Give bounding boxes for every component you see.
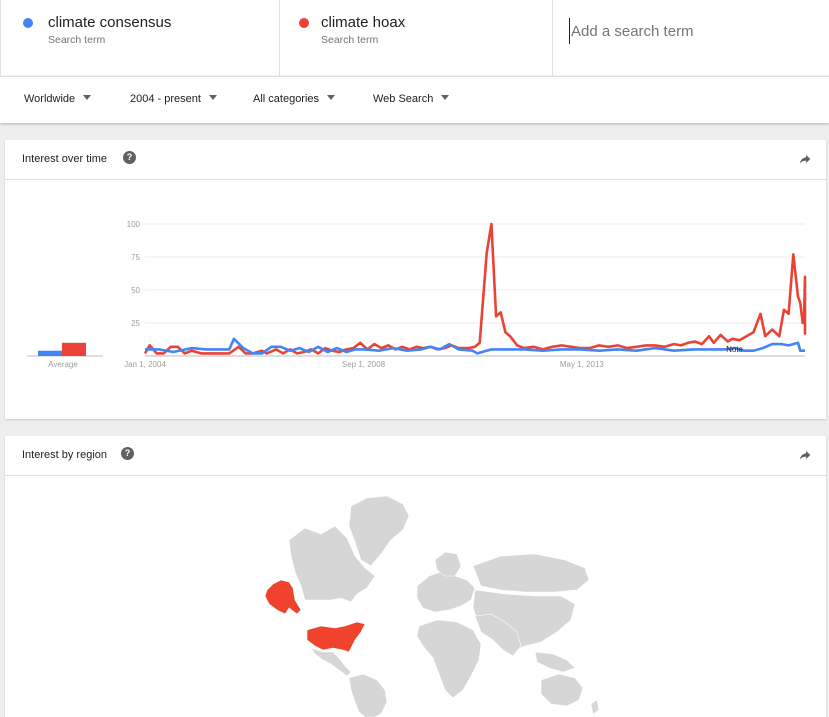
y-tick-label: 50 xyxy=(131,286,140,295)
average-label: Average xyxy=(48,360,78,369)
interest-over-time-card: Interest over time ? 100 75 50 25 Jan 1, 200… xyxy=(5,140,826,419)
term-name: climate consensus xyxy=(48,14,172,31)
period-dropdown[interactable]: 2004 - present xyxy=(130,93,217,105)
share-icon[interactable] xyxy=(798,152,812,166)
category-dropdown[interactable]: All categories xyxy=(253,93,336,105)
term-subtitle: Search term xyxy=(321,34,379,46)
term-color-dot xyxy=(299,18,309,28)
add-term-slot xyxy=(553,0,829,76)
share-icon[interactable] xyxy=(798,448,812,462)
search-type-label: Web Search xyxy=(373,93,434,105)
period-label: 2004 - present xyxy=(130,93,201,105)
caret-down-icon xyxy=(441,95,450,100)
help-icon[interactable]: ? xyxy=(123,151,136,164)
average-bar-climate-hoax xyxy=(62,342,86,356)
map-region-greenland[interactable] xyxy=(348,495,410,567)
card-header: Interest by region ? xyxy=(5,436,826,476)
map-region-middle-east[interactable] xyxy=(474,613,522,657)
x-tick-label: Sep 1, 2008 xyxy=(342,360,386,369)
category-label: All categories xyxy=(253,93,320,105)
term-subtitle: Search term xyxy=(48,34,106,46)
map-region-mexico[interactable] xyxy=(310,647,352,677)
region-dropdown[interactable]: Worldwide xyxy=(24,93,92,105)
term-color-dot xyxy=(23,18,33,28)
x-tick-label: May 1, 2013 xyxy=(560,360,605,369)
y-tick-label: 75 xyxy=(131,253,140,262)
search-terms-bar: climate consensus Search term climate ho… xyxy=(0,0,829,76)
interest-over-time-chart: 100 75 50 25 Jan 1, 2004 Sep 1, 2008 May 1, 20… xyxy=(27,220,807,369)
note-annotation[interactable]: Note xyxy=(726,345,743,354)
world-map[interactable] xyxy=(5,476,826,717)
average-bar-climate-consensus xyxy=(38,350,62,356)
card-title: Interest over time xyxy=(22,153,107,165)
map-region-new-zealand[interactable] xyxy=(590,699,600,715)
y-tick-label: 100 xyxy=(127,220,141,229)
map-region-europe[interactable] xyxy=(416,571,476,613)
caret-down-icon xyxy=(83,95,92,100)
map-region-southeast-asia[interactable] xyxy=(534,651,576,673)
map-region-africa[interactable] xyxy=(416,619,482,699)
series-line-climate-hoax[interactable] xyxy=(143,222,807,355)
add-search-term-input[interactable] xyxy=(569,18,813,44)
interest-by-region-card: Interest by region ? xyxy=(5,436,826,717)
caret-down-icon xyxy=(327,95,336,100)
region-label: Worldwide xyxy=(24,93,76,105)
term-chip-climate-consensus[interactable]: climate consensus Search term xyxy=(0,0,280,76)
card-title: Interest by region xyxy=(22,449,107,461)
term-name: climate hoax xyxy=(321,14,406,31)
filters-bar: Worldwide 2004 - present All categories … xyxy=(0,76,829,123)
y-tick-label: 25 xyxy=(131,319,140,328)
x-tick-label: Jan 1, 2004 xyxy=(124,360,166,369)
map-region-alaska[interactable] xyxy=(264,579,302,615)
map-region-south-america[interactable] xyxy=(348,673,388,717)
map-region-scandinavia[interactable] xyxy=(434,551,462,577)
series-line-climate-consensus[interactable] xyxy=(145,337,805,355)
help-icon[interactable]: ? xyxy=(121,447,134,460)
caret-down-icon xyxy=(208,95,217,100)
map-region-united-states[interactable] xyxy=(306,621,366,653)
map-region-russia[interactable] xyxy=(472,553,590,593)
map-region-australia[interactable] xyxy=(540,673,584,707)
search-type-dropdown[interactable]: Web Search xyxy=(373,93,450,105)
term-chip-climate-hoax[interactable]: climate hoax Search term xyxy=(280,0,553,76)
map-region-canada[interactable] xyxy=(288,525,376,603)
card-header: Interest over time ? xyxy=(5,140,826,180)
